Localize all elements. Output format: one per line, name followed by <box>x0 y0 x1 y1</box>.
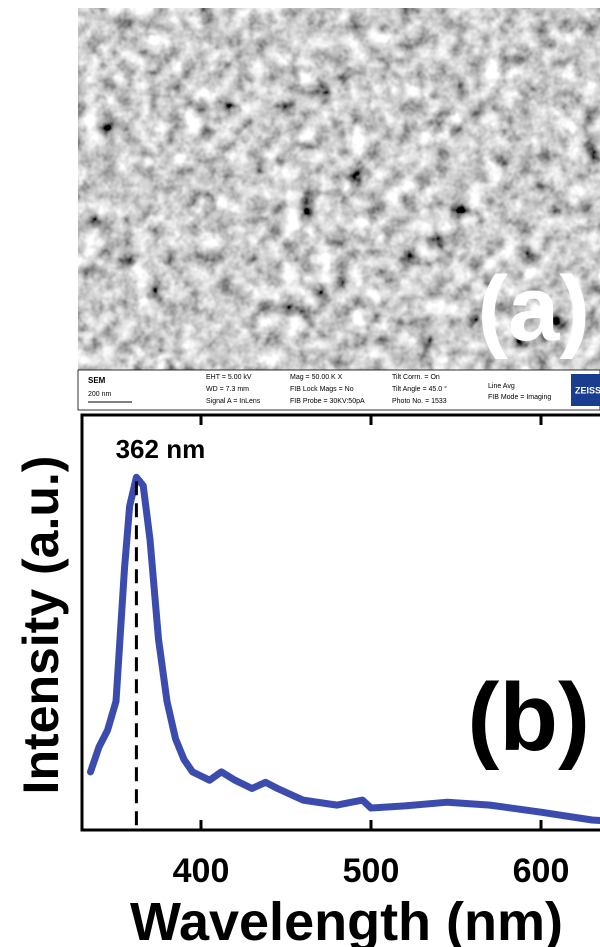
x-tick-label: 600 <box>513 852 570 890</box>
info-bar <box>77 369 600 411</box>
logo-box <box>571 374 600 406</box>
info-text: WD = 7.3 mm <box>206 386 249 393</box>
info-text: Line Avg <box>488 383 515 390</box>
panel-label-a: (a) <box>478 258 590 360</box>
x-tick-label: 500 <box>343 852 400 890</box>
x-axis-label: Wavelength (nm) <box>130 892 563 947</box>
y-axis-label: Intensity (a.u.) <box>13 456 69 795</box>
info-text: EHT = 5.00 kV <box>206 374 252 381</box>
info-text: FIB Lock Mags = No <box>290 386 354 393</box>
logo: ZEISS <box>575 385 600 395</box>
spectrum-line <box>87 473 600 825</box>
info-text: Tilt Corrn. = On <box>392 374 440 381</box>
x-tick-label: 400 <box>173 852 230 890</box>
info-text: Signal A = InLens <box>206 398 261 405</box>
info-text: FIB Probe = 30KV:50pA <box>290 398 365 405</box>
plot-frame <box>80 413 600 832</box>
info-text: Mag = 50.00 K X <box>290 374 343 381</box>
chart: 400 500 600 362 nm (b) Wavelength (nm) Intensi… <box>13 413 600 947</box>
info-text: 200 nm <box>88 391 112 398</box>
sem-image <box>78 8 600 370</box>
info-text: FIB Mode = Imaging <box>488 394 551 401</box>
info-text: SEM <box>88 376 106 385</box>
panel-label-b: (b) <box>467 664 590 771</box>
peak-label: 362 nm <box>116 434 206 464</box>
info-text: Photo No. = 1533 <box>392 398 447 405</box>
info-text: Tilt Angle = 45.0 ° <box>392 385 447 393</box>
